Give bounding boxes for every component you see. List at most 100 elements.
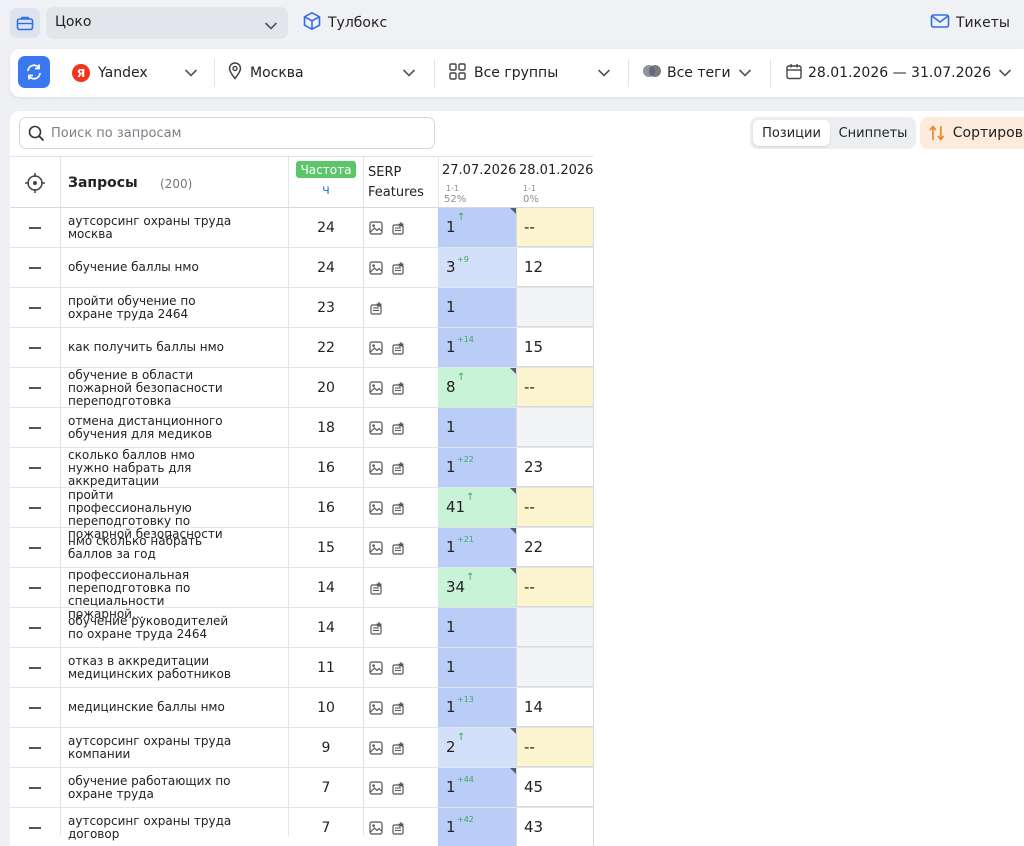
snippet-icon[interactable] <box>369 300 384 319</box>
position-cell-current[interactable]: 1 +13 <box>438 688 516 727</box>
position-cell-current[interactable]: 1 +21 <box>438 528 516 567</box>
target-icon[interactable] <box>24 172 46 223</box>
tickets-link[interactable]: Тикеты <box>930 13 1010 33</box>
date-column-1[interactable]: 27.07.2026 <box>442 163 517 178</box>
snippet-icon[interactable] <box>391 740 406 759</box>
row-collapse-toggle[interactable] <box>29 227 41 229</box>
project-select[interactable]: Цоко <box>46 7 288 39</box>
image-icon[interactable] <box>369 660 383 679</box>
position-cell-current[interactable]: 1 <box>438 288 516 327</box>
row-collapse-toggle[interactable] <box>29 547 41 549</box>
image-icon[interactable] <box>369 260 383 279</box>
query-text[interactable]: отмена дистанционного обучения для медик… <box>68 414 223 441</box>
image-icon[interactable] <box>369 340 383 359</box>
row-collapse-toggle[interactable] <box>29 627 41 629</box>
table-row[interactable]: профессиональная переподготовка по специ… <box>10 568 594 621</box>
query-text[interactable]: пройти профессиональную переподготовку п… <box>68 488 223 541</box>
image-icon[interactable] <box>369 500 383 519</box>
row-collapse-toggle[interactable] <box>29 507 41 509</box>
snippet-icon[interactable] <box>391 820 406 839</box>
position-cell-current[interactable]: 2 ↑ <box>438 728 516 767</box>
query-text[interactable]: пройти обучение по охране труда 2464 <box>68 294 196 321</box>
query-text[interactable]: аутсорсинг охраны труда москва <box>68 214 232 241</box>
search-input[interactable] <box>51 123 421 143</box>
position-cell-current[interactable]: 1 <box>438 408 516 447</box>
row-collapse-toggle[interactable] <box>29 827 41 829</box>
query-text[interactable]: обучение в области пожарной безопасности… <box>68 368 223 408</box>
snippet-icon[interactable] <box>391 420 406 439</box>
table-row[interactable]: обучение работающих по охране труда 7 1 +44… <box>10 768 594 808</box>
row-collapse-toggle[interactable] <box>29 587 41 589</box>
query-text[interactable]: отказ в аккредитации медицинских работни… <box>68 654 231 681</box>
tab-snippets[interactable]: Сниппеты <box>838 125 908 141</box>
position-cell-previous[interactable]: 22 <box>516 528 594 567</box>
snippet-icon[interactable] <box>391 780 406 799</box>
position-cell-previous[interactable]: 23 <box>516 448 594 487</box>
table-row[interactable]: медицинские баллы нмо 10 1 +13 14 <box>10 688 594 728</box>
position-cell-current[interactable]: 8 ↑ <box>438 368 516 407</box>
search-box[interactable] <box>19 117 435 149</box>
position-cell-previous[interactable]: -- <box>516 208 594 247</box>
tags-filter[interactable]: Все теги <box>642 49 774 97</box>
position-cell-previous[interactable]: -- <box>516 568 594 607</box>
image-icon[interactable] <box>369 540 383 559</box>
position-cell-previous[interactable] <box>516 408 594 447</box>
table-row[interactable]: аутсорсинг охраны труда договор 7 1 +42 43 <box>10 808 594 846</box>
position-cell-previous[interactable] <box>516 288 594 327</box>
snippet-icon[interactable] <box>369 620 384 639</box>
toolbox-link[interactable]: Тулбокс <box>302 11 387 35</box>
query-text[interactable]: обучение баллы нмо <box>68 260 199 274</box>
snippet-icon[interactable] <box>391 540 406 559</box>
position-cell-previous[interactable]: -- <box>516 728 594 767</box>
groups-filter[interactable]: Все группы <box>449 49 629 97</box>
position-cell-previous[interactable]: 45 <box>516 768 594 807</box>
snippet-icon[interactable] <box>391 660 406 679</box>
position-cell-current[interactable]: 1 <box>438 608 516 647</box>
snippet-icon[interactable] <box>391 340 406 359</box>
position-cell-previous[interactable]: 15 <box>516 328 594 367</box>
position-cell-current[interactable]: 1 +44 <box>438 768 516 807</box>
briefcase-icon[interactable] <box>10 8 40 38</box>
position-cell-current[interactable]: 1 +14 <box>438 328 516 367</box>
table-row[interactable]: обучение руководителей по охране труда 2… <box>10 608 594 648</box>
image-icon[interactable] <box>369 460 383 479</box>
snippet-icon[interactable] <box>391 260 406 279</box>
queries-column-header[interactable]: Запросы <box>68 175 138 191</box>
table-row[interactable]: сколько баллов нмо нужно набрать для акк… <box>10 448 594 488</box>
position-cell-previous[interactable]: -- <box>516 368 594 407</box>
query-text[interactable]: обучение работающих по охране труда <box>68 774 231 801</box>
date-range-filter[interactable]: 28.01.2026 — 31.07.2026 <box>786 49 1022 97</box>
table-row[interactable]: пройти обучение по охране труда 2464 23 1 <box>10 288 594 328</box>
row-collapse-toggle[interactable] <box>29 787 41 789</box>
position-cell-previous[interactable] <box>516 648 594 687</box>
snippet-icon[interactable] <box>391 380 406 399</box>
position-cell-previous[interactable] <box>516 608 594 647</box>
table-row[interactable]: обучение в области пожарной безопасности… <box>10 368 594 408</box>
position-cell-current[interactable]: 41 ↑ <box>438 488 516 527</box>
row-collapse-toggle[interactable] <box>29 307 41 309</box>
table-row[interactable]: аутсорсинг охраны труда компании 9 2 ↑ -- <box>10 728 594 768</box>
sort-button[interactable]: Сортировка <box>920 117 1024 149</box>
tab-positions[interactable]: Позиции <box>753 120 830 146</box>
image-icon[interactable] <box>369 780 383 799</box>
position-cell-previous[interactable]: -- <box>516 488 594 527</box>
position-cell-current[interactable]: 1 ↑ <box>438 208 516 247</box>
query-text[interactable]: нмо сколько набрать баллов за год <box>68 534 203 561</box>
snippet-icon[interactable] <box>391 700 406 719</box>
query-text[interactable]: обучение руководителей по охране труда 2… <box>68 614 229 641</box>
position-cell-previous[interactable]: 14 <box>516 688 594 727</box>
row-collapse-toggle[interactable] <box>29 267 41 269</box>
table-row[interactable]: отказ в аккредитации медицинских работни… <box>10 648 594 688</box>
table-row[interactable]: как получить баллы нмо 22 1 +14 15 <box>10 328 594 368</box>
position-cell-current[interactable]: 1 +42 <box>438 808 516 846</box>
query-text[interactable]: аутсорсинг охраны труда компании <box>68 734 232 761</box>
engine-filter[interactable]: Я Yandex <box>72 49 214 97</box>
image-icon[interactable] <box>369 380 383 399</box>
refresh-button[interactable] <box>18 56 50 88</box>
row-collapse-toggle[interactable] <box>29 747 41 749</box>
image-icon[interactable] <box>369 420 383 439</box>
query-text[interactable]: как получить баллы нмо <box>68 340 225 354</box>
table-row[interactable]: обучение баллы нмо 24 3 +9 12 <box>10 248 594 288</box>
region-filter[interactable]: Москва <box>228 49 438 97</box>
row-collapse-toggle[interactable] <box>29 667 41 669</box>
